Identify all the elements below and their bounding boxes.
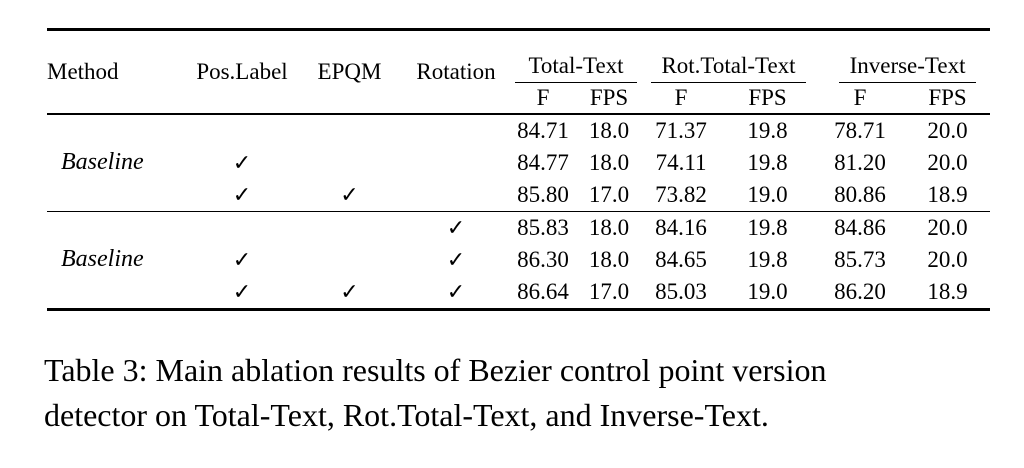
table-row: Baseline ✓ 84.77 18.0 74.11 19.8 81.20 2… <box>47 147 990 179</box>
cell-inverse-text-fps: 20.0 <box>927 149 968 175</box>
col-header-rotation: Rotation <box>402 29 510 115</box>
cell-inverse-text-f: 78.71 <box>834 117 886 143</box>
cell-inverse-text-fps: 20.0 <box>927 117 968 143</box>
subheader-total-text-f: F <box>510 82 576 115</box>
cell-rot-total-text-fps: 19.8 <box>747 246 788 272</box>
cell-rot-total-text-f: 85.03 <box>655 278 707 304</box>
group-header-inverse-text: Inverse-Text <box>815 30 990 83</box>
cell-inverse-text-f: 84.86 <box>834 214 886 240</box>
cell-rot-total-text-f: 84.16 <box>655 214 707 240</box>
cell-total-text-f: 84.71 <box>517 117 569 143</box>
subheader-total-text-fps: FPS <box>576 82 643 115</box>
cell-pos-label-check: ✓ <box>232 149 252 175</box>
cell-epqm-check: ✓ <box>297 178 402 212</box>
cell-method: Baseline <box>61 246 144 272</box>
cell-rot-total-text-f: 74.11 <box>655 149 707 175</box>
group-header-label: Rot.Total-Text <box>651 53 807 83</box>
table-caption: Table 3: Main ablation results of Bezier… <box>44 348 1019 438</box>
cell-epqm-check <box>297 147 402 179</box>
subheader-rot-total-text-fps: FPS <box>720 82 816 115</box>
cell-epqm-check: ✓ <box>340 278 359 304</box>
cell-total-text-fps: 18.0 <box>588 149 630 175</box>
cell-total-text-fps: 18.0 <box>588 117 630 143</box>
table-row: ✓ ✓ 85.80 17.0 73.82 19.0 80.86 18.9 <box>47 178 991 212</box>
cell-rot-total-text-fps: 19.8 <box>747 117 788 143</box>
cell-rot-total-text-f: 71.37 <box>655 117 707 143</box>
table-row: ✓ 85.83 18.0 84.16 19.8 84.86 20.0 <box>47 211 990 244</box>
cell-rotation-check: ✓ <box>446 214 466 240</box>
cell-pos-label-check <box>187 211 297 244</box>
cell-epqm-check <box>297 244 402 276</box>
cell-total-text-f: 84.77 <box>517 149 569 175</box>
col-header-method: Method <box>47 29 187 115</box>
cell-inverse-text-fps: 20.0 <box>927 214 968 240</box>
cell-rotation-check: ✓ <box>446 246 466 272</box>
cell-pos-label-check: ✓ <box>232 278 252 304</box>
table-row: Baseline ✓ ✓ 86.30 18.0 84.65 19.8 85.73… <box>47 244 990 276</box>
cell-pos-label-check: ✓ <box>187 178 297 212</box>
cell-rot-total-text-fps: 19.0 <box>720 178 816 212</box>
cell-rot-total-text-f: 84.65 <box>655 246 707 272</box>
group-header-total-text: Total-Text <box>510 30 642 83</box>
cell-total-text-fps: 17.0 <box>588 278 630 304</box>
cell-method <box>47 211 187 244</box>
cell-rotation-check <box>402 114 510 147</box>
table-row: 84.71 18.0 71.37 19.8 78.71 20.0 <box>47 114 990 147</box>
cell-inverse-text-f: 86.20 <box>834 278 886 304</box>
subheader-inverse-text-fps: FPS <box>905 82 991 115</box>
cell-rot-total-text-fps: 19.8 <box>747 214 788 240</box>
cell-inverse-text-f: 85.73 <box>834 246 886 272</box>
caption-line-2: detector on Total-Text, Rot.Total-Text, … <box>44 397 769 433</box>
cell-pos-label-check <box>187 114 297 147</box>
cell-inverse-text-fps: 18.9 <box>927 278 968 304</box>
table-row: ✓ ✓ ✓ 86.64 17.0 85.03 19.0 86.20 18.9 <box>47 276 990 310</box>
cell-rot-total-text-f: 73.82 <box>642 178 721 212</box>
cell-method <box>47 178 187 212</box>
cell-epqm-check <box>297 211 402 244</box>
caption-line-1: Table 3: Main ablation results of Bezier… <box>44 352 827 388</box>
cell-rot-total-text-fps: 19.0 <box>747 278 788 304</box>
cell-rotation-check <box>402 178 510 212</box>
col-header-pos-label: Pos.Label <box>187 29 297 115</box>
cell-inverse-text-fps: 18.9 <box>905 178 991 212</box>
subheader-rot-total-text-f: F <box>642 82 721 115</box>
cell-inverse-text-f: 81.20 <box>834 149 886 175</box>
cell-total-text-fps: 17.0 <box>576 178 643 212</box>
cell-total-text-fps: 18.0 <box>588 246 630 272</box>
cell-inverse-text-fps: 20.0 <box>927 246 968 272</box>
cell-inverse-text-f: 80.86 <box>815 178 906 212</box>
cell-total-text-f: 86.64 <box>517 278 569 304</box>
cell-total-text-f: 85.83 <box>517 214 569 240</box>
cell-epqm-check <box>297 114 402 147</box>
cell-pos-label-check: ✓ <box>232 246 252 272</box>
cell-method <box>47 114 187 147</box>
cell-method: Baseline <box>61 149 144 175</box>
cell-method <box>47 276 187 310</box>
cell-total-text-f: 85.80 <box>510 178 576 212</box>
cell-total-text-fps: 18.0 <box>588 214 630 240</box>
col-header-epqm: EPQM <box>297 29 402 115</box>
cell-rotation-check: ✓ <box>446 278 466 304</box>
group-header-label: Inverse-Text <box>839 53 977 83</box>
ablation-table: Method Pos.Label EPQM Rotation Total-Tex… <box>47 28 991 311</box>
cell-rot-total-text-fps: 19.8 <box>747 149 788 175</box>
group-header-label: Total-Text <box>515 53 638 83</box>
cell-total-text-f: 86.30 <box>517 246 569 272</box>
group-header-rot-total-text: Rot.Total-Text <box>642 30 815 83</box>
cell-rotation-check <box>402 147 510 179</box>
subheader-inverse-text-f: F <box>815 82 906 115</box>
